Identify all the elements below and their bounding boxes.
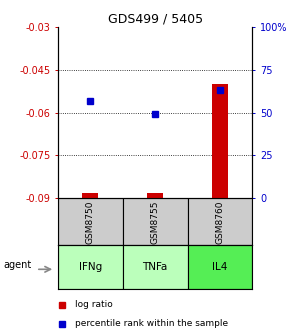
Bar <box>82 193 99 198</box>
Text: GSM8750: GSM8750 <box>86 200 95 244</box>
Text: agent: agent <box>3 260 31 270</box>
Text: percentile rank within the sample: percentile rank within the sample <box>75 319 229 328</box>
Text: GSM8760: GSM8760 <box>215 200 224 244</box>
Bar <box>147 193 163 198</box>
Text: GSM8755: GSM8755 <box>151 200 160 244</box>
Text: IL4: IL4 <box>212 262 228 272</box>
Bar <box>58 198 123 245</box>
Bar <box>123 245 188 289</box>
Bar <box>188 198 252 245</box>
Text: TNFa: TNFa <box>142 262 168 272</box>
Bar <box>123 198 188 245</box>
Bar <box>58 245 123 289</box>
Title: GDS499 / 5405: GDS499 / 5405 <box>108 13 203 26</box>
Bar <box>212 84 228 198</box>
Text: IFNg: IFNg <box>79 262 102 272</box>
Bar <box>188 245 252 289</box>
Text: log ratio: log ratio <box>75 300 113 309</box>
